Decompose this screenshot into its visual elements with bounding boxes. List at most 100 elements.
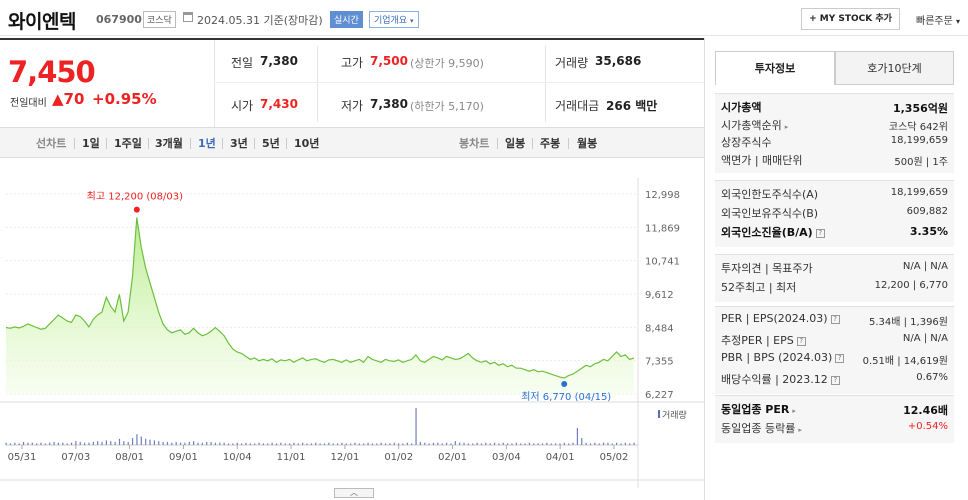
volume-bar	[57, 442, 60, 445]
divider	[190, 138, 191, 149]
price-change-pct: +0.95%	[92, 90, 157, 108]
help-icon[interactable]: ?	[830, 315, 840, 324]
volume-bar	[123, 441, 125, 445]
volume-bar	[114, 441, 116, 445]
volume-bar	[633, 442, 635, 445]
chart-resize-handle[interactable]: ︿	[334, 488, 374, 498]
low-marker	[561, 380, 568, 387]
tab-orderbook[interactable]: 호가10단계	[835, 51, 954, 85]
high-annotation: 최고 12,200 (08/03)	[87, 191, 183, 203]
volume-bar	[262, 443, 265, 445]
volume-bar	[358, 443, 360, 445]
investment-info-panel: 투자정보 호가10단계 시가총액 1,356억원 시가총액순위 ▸ 코스닥 642위 상장…	[704, 38, 968, 500]
volume-bar	[219, 442, 221, 445]
quote-date: 2024.05.31 기준(장마감)	[197, 14, 323, 27]
tab-10y[interactable]: 10년	[294, 137, 320, 150]
volume-bar	[127, 441, 129, 445]
volume-bar	[175, 441, 177, 445]
volume-bar	[502, 442, 504, 445]
volume-bar	[620, 443, 622, 445]
volume-bar	[201, 442, 203, 445]
tab-1w[interactable]: 1주일	[114, 137, 142, 150]
tab-weekly[interactable]: 주봉	[540, 137, 561, 150]
info-group3: 투자의견 | 목표주가 N/A | N/A 52주최고 | 최저 12,200 | 6…	[715, 254, 954, 302]
volume-bar	[402, 443, 404, 445]
prev-close-value: 7,380	[260, 54, 298, 68]
realtime-button[interactable]: 실시간	[330, 11, 363, 28]
volume-bar	[515, 442, 517, 445]
info-value: 0.51배 | 14,619원	[862, 356, 948, 367]
info-label[interactable]: 시가총액순위 ▸	[721, 118, 789, 132]
help-icon[interactable]: ?	[815, 229, 825, 238]
x-tick-label: 07/03	[61, 452, 90, 463]
y-tick-label: 11,869	[645, 223, 680, 234]
company-info-button[interactable]: 기업개요 ▾	[369, 11, 419, 28]
volume-bar	[22, 441, 25, 445]
info-value: +0.54%	[907, 421, 948, 432]
info-label[interactable]: 동일업종 등락률 ▸	[721, 422, 802, 435]
volume-bar	[319, 443, 321, 445]
tab-1d[interactable]: 1일	[82, 137, 100, 150]
volume-bar	[629, 443, 631, 445]
divider	[74, 138, 75, 149]
chevron-down-icon: ▾	[956, 17, 961, 26]
volume-bar	[445, 442, 448, 445]
high-marker	[133, 206, 140, 213]
tab-monthly[interactable]: 월봉	[577, 137, 598, 150]
volume-bar	[489, 443, 491, 445]
x-tick-label: 11/01	[277, 452, 306, 463]
help-icon[interactable]: ?	[796, 336, 806, 346]
volume-bar	[507, 443, 509, 445]
y-tick-label: 9,612	[645, 290, 674, 301]
amount-label: 거래대금	[555, 99, 600, 113]
info-label[interactable]: 동일업종 PER ▸	[721, 403, 796, 416]
x-tick-label: 01/02	[384, 452, 413, 463]
volume-bar	[280, 442, 282, 445]
volume-bar	[415, 408, 417, 445]
info-label: PER | EPS(2024.03)?	[721, 312, 840, 325]
volume-bar	[140, 436, 142, 445]
volume-bar	[131, 438, 134, 445]
divider	[214, 82, 704, 83]
volume-bar	[284, 443, 286, 445]
tab-3y[interactable]: 3년	[230, 137, 248, 150]
volume-bar	[31, 442, 33, 445]
quick-order-button[interactable]: 빠른주문 ▾	[916, 16, 961, 27]
divider	[545, 46, 546, 122]
info-group5: 동일업종 PER ▸ 12.46배 동일업종 등락률 ▸ +0.54%	[715, 395, 954, 443]
tab-1y[interactable]: 1년	[198, 137, 216, 150]
volume-bar	[88, 442, 90, 445]
info-label: 외국인한도주식수(A)	[721, 188, 819, 201]
tab-investment-info[interactable]: 투자정보	[715, 51, 835, 85]
candle-chart-label: 봉차트	[459, 137, 490, 150]
market-badge: 코스닥	[143, 11, 176, 28]
info-value: 12,200 | 6,770	[874, 280, 948, 291]
volume-bar	[459, 442, 461, 445]
info-label: 외국인보유주식수(B)	[721, 207, 819, 220]
low-annotation: 최저 6,770 (04/15)	[521, 391, 611, 403]
info-value: 500원 | 1주	[894, 156, 948, 168]
tab-3m[interactable]: 3개월	[155, 137, 183, 150]
y-tick-label: 10,741	[645, 257, 680, 268]
period-tabs: 선차트 1일 1주일 3개월 1년 3년 5년 10년 봉차트 일봉 주봉 월봉	[0, 127, 704, 158]
volume-bar	[49, 442, 51, 445]
volume-bar	[498, 443, 500, 445]
open-label: 시가	[231, 99, 254, 113]
info-label: 배당수익률 | 2023.12?	[721, 371, 840, 387]
volume-bar	[62, 442, 64, 445]
volume-bar	[14, 442, 16, 445]
help-icon[interactable]: ?	[835, 354, 845, 363]
volume-bar	[576, 428, 579, 445]
price-chart[interactable]: 12,998 11,869 10,741 9,612 8,484 7,355 6,227 최고…	[0, 158, 704, 500]
mystock-add-button[interactable]: + MY STOCK 추가	[801, 8, 900, 30]
volume-bar	[581, 438, 583, 445]
volume-bar	[166, 441, 169, 445]
volume-value: 35,686	[595, 54, 642, 68]
volume-bar	[371, 443, 374, 445]
tab-daily[interactable]: 일봉	[505, 137, 526, 150]
volume-bar	[223, 442, 225, 445]
volume-bar	[110, 441, 112, 445]
help-icon[interactable]: ?	[830, 375, 840, 385]
tab-5y[interactable]: 5년	[262, 137, 280, 150]
volume-bar	[585, 442, 587, 445]
